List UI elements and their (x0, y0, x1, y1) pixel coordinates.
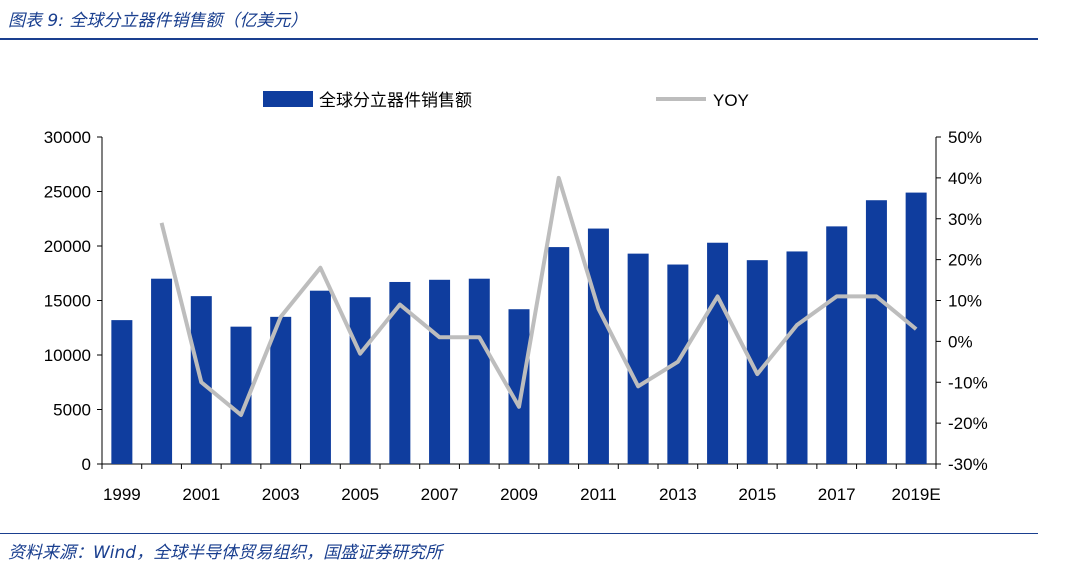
right-tick-label: 50% (948, 128, 982, 147)
sales-bar (667, 264, 689, 464)
right-tick-label: 40% (948, 169, 982, 188)
sales-bar (786, 251, 808, 464)
sales-bar (111, 320, 133, 464)
right-tick-label: -20% (948, 414, 988, 433)
title-divider (0, 38, 1038, 40)
x-tick-label: 1999 (103, 485, 141, 504)
left-tick-label: 30000 (44, 128, 91, 147)
right-tick-label: -30% (948, 455, 988, 474)
sales-bar (548, 247, 570, 464)
sales-bar (230, 326, 252, 464)
sales-bar (587, 228, 609, 464)
right-tick-label: 10% (948, 292, 982, 311)
source-divider (0, 533, 1038, 534)
left-tick-label: 20000 (44, 237, 91, 256)
left-tick-label: 5000 (53, 401, 91, 420)
sales-bar (349, 297, 371, 464)
x-tick-label: 2009 (500, 485, 538, 504)
x-tick-label: 2015 (738, 485, 776, 504)
left-tick-label: 10000 (44, 346, 91, 365)
x-tick-label: 2017 (818, 485, 856, 504)
sales-bar (508, 309, 530, 464)
left-tick-label: 0 (82, 455, 91, 474)
right-tick-label: 20% (948, 251, 982, 270)
sales-bar (429, 279, 451, 464)
sales-bar (707, 242, 729, 464)
legend-swatch-sales (263, 91, 313, 107)
x-tick-label: 2003 (262, 485, 300, 504)
x-tick-label: 2001 (182, 485, 220, 504)
sales-bar (746, 260, 768, 464)
yoy-line (159, 175, 918, 417)
sales-bar (468, 278, 490, 464)
sales-bar (627, 253, 649, 464)
x-tick-label: 2019E (892, 485, 941, 504)
x-tick-label: 2011 (580, 485, 617, 504)
left-tick-label: 25000 (44, 183, 91, 202)
sales-bar (826, 226, 848, 464)
source-note: 资料来源：Wind，全球半导体贸易组织，国盛证券研究所 (8, 543, 443, 563)
right-tick-label: 30% (948, 210, 982, 229)
right-tick-label: 0% (948, 332, 973, 351)
sales-chart: 0 5000 10000 15000 20000 25000 30000 -30% -20% -1… (44, 91, 988, 504)
sales-bar (270, 316, 292, 464)
sales-bar (865, 200, 887, 464)
left-tick-label: 15000 (44, 292, 91, 311)
legend-label-yoy: YOY (713, 91, 749, 110)
legend-label-sales: 全球分立器件销售额 (319, 91, 472, 110)
x-tick-label: 2013 (659, 485, 697, 504)
right-tick-label: -10% (948, 373, 988, 392)
sales-bar (309, 290, 331, 464)
x-tick-label: 2005 (341, 485, 379, 504)
sales-bar (389, 281, 411, 464)
x-tick-label: 2007 (421, 485, 459, 504)
sales-bar (151, 278, 173, 464)
figure-title: 图表 9: 全球分立器件销售额（亿美元） (8, 11, 308, 31)
